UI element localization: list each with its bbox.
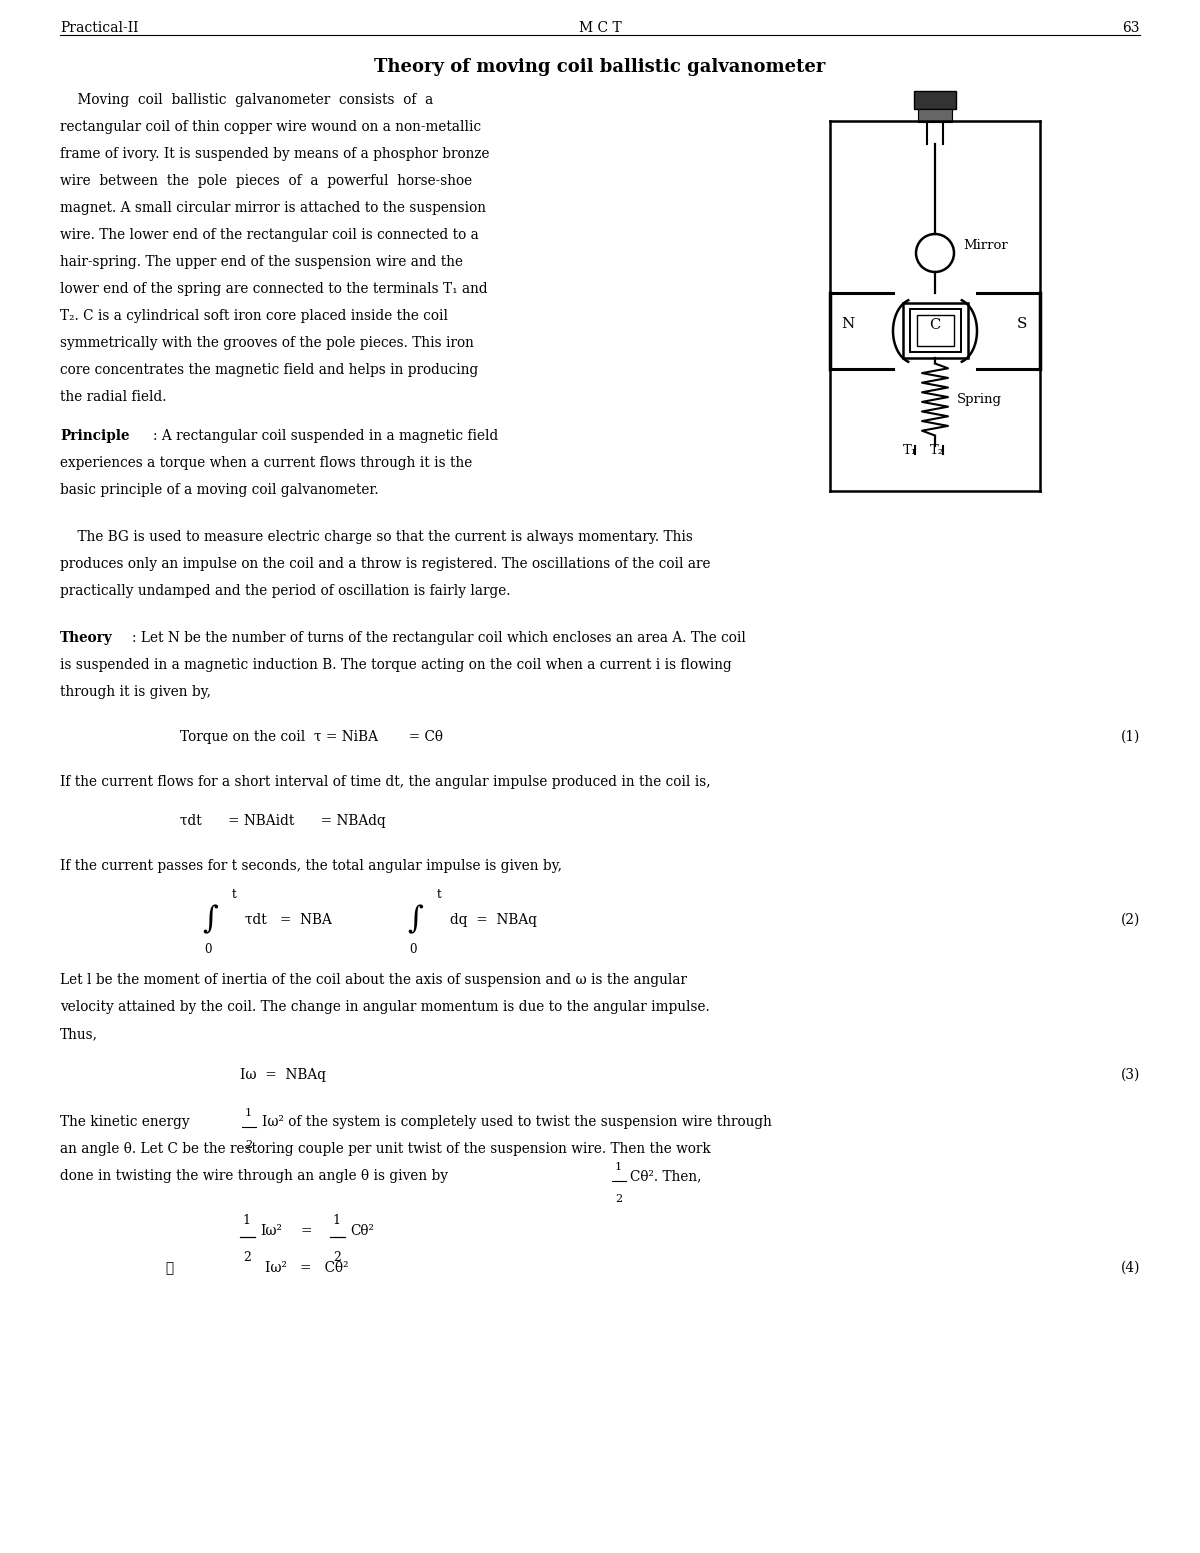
Text: wire  between  the  pole  pieces  of  a  powerful  horse-shoe: wire between the pole pieces of a powerf… [60, 174, 472, 188]
Text: Iω²: Iω² [260, 1224, 282, 1238]
Text: wire. The lower end of the rectangular coil is connected to a: wire. The lower end of the rectangular c… [60, 228, 479, 242]
Text: The kinetic energy: The kinetic energy [60, 1115, 190, 1129]
Text: t: t [437, 888, 442, 901]
Text: Iω  =  NBAq: Iω = NBAq [240, 1068, 326, 1082]
Text: T₂. C is a cylindrical soft iron core placed inside the coil: T₂. C is a cylindrical soft iron core pl… [60, 309, 448, 323]
Text: 1: 1 [614, 1162, 622, 1173]
Text: 1: 1 [245, 1107, 252, 1118]
Text: S: S [1016, 317, 1027, 331]
Text: lower end of the spring are connected to the terminals T₁ and: lower end of the spring are connected to… [60, 283, 487, 297]
Text: τdt      = NBAidt      = NBAdq: τdt = NBAidt = NBAdq [180, 814, 385, 828]
Text: (3): (3) [1121, 1068, 1140, 1082]
Text: basic principle of a moving coil galvanometer.: basic principle of a moving coil galvano… [60, 483, 379, 497]
Text: : A rectangular coil suspended in a magnetic field: : A rectangular coil suspended in a magn… [154, 429, 498, 443]
Text: C: C [929, 318, 941, 332]
Text: the radial field.: the radial field. [60, 390, 167, 404]
Text: 2: 2 [244, 1252, 252, 1264]
Text: Practical-II: Practical-II [60, 22, 138, 36]
Text: Theory: Theory [60, 631, 113, 644]
Text: Spring: Spring [958, 393, 1002, 405]
Text: experiences a torque when a current flows through it is the: experiences a torque when a current flow… [60, 457, 473, 471]
Bar [918, 109, 952, 123]
Text: hair-spring. The upper end of the suspension wire and the: hair-spring. The upper end of the suspen… [60, 255, 463, 269]
Text: 2: 2 [334, 1252, 342, 1264]
Text: ∫: ∫ [407, 904, 422, 935]
Text: (1): (1) [1121, 730, 1140, 744]
Text: frame of ivory. It is suspended by means of a phosphor bronze: frame of ivory. It is suspended by means… [60, 148, 490, 162]
Text: (4): (4) [1121, 1261, 1140, 1275]
Text: T₂: T₂ [930, 444, 944, 458]
Text: done in twisting the wire through an angle θ is given by: done in twisting the wire through an ang… [60, 1169, 448, 1183]
Text: Moving  coil  ballistic  galvanometer  consists  of  a: Moving coil ballistic galvanometer consi… [60, 93, 433, 107]
Text: If the current flows for a short interval of time dt, the angular impulse produc: If the current flows for a short interva… [60, 775, 710, 789]
Text: Principle: Principle [60, 429, 130, 443]
Text: practically undamped and the period of oscillation is fairly large.: practically undamped and the period of o… [60, 584, 510, 598]
Text: M C T: M C T [578, 22, 622, 36]
Text: 0: 0 [204, 944, 211, 957]
Text: Torque on the coil  τ = NiBA       = Cθ: Torque on the coil τ = NiBA = Cθ [180, 730, 443, 744]
Text: ∫: ∫ [202, 904, 218, 935]
Text: 2: 2 [246, 1140, 252, 1151]
Text: 1: 1 [332, 1214, 340, 1227]
Bar [914, 92, 956, 109]
Text: an angle θ. Let C be the restoring couple per unit twist of the suspension wire.: an angle θ. Let C be the restoring coupl… [60, 1141, 710, 1155]
Text: 63: 63 [1122, 22, 1140, 36]
Text: symmetrically with the grooves of the pole pieces. This iron: symmetrically with the grooves of the po… [60, 335, 474, 349]
Bar [910, 309, 960, 353]
Bar [917, 315, 954, 346]
Text: 1: 1 [242, 1214, 250, 1227]
Text: t: t [232, 888, 236, 901]
Text: core concentrates the magnetic field and helps in producing: core concentrates the magnetic field and… [60, 363, 479, 377]
Text: Cθ²: Cθ² [350, 1224, 374, 1238]
Text: τdt   =  NBA: τdt = NBA [245, 913, 332, 927]
Text: : Let N be the number of turns of the rectangular coil which encloses an area A.: : Let N be the number of turns of the re… [132, 631, 746, 644]
Text: 2: 2 [616, 1194, 623, 1204]
Text: =: = [300, 1224, 312, 1238]
Text: The BG is used to measure electric charge so that the current is always momentar: The BG is used to measure electric charg… [60, 530, 692, 544]
Text: is suspended in a magnetic induction B. The torque acting on the coil when a cur: is suspended in a magnetic induction B. … [60, 658, 732, 672]
Text: T₁: T₁ [904, 444, 917, 458]
Text: Iω² of the system is completely used to twist the suspension wire through: Iω² of the system is completely used to … [262, 1115, 772, 1129]
Text: Cθ². Then,: Cθ². Then, [630, 1169, 702, 1183]
Bar [902, 303, 967, 359]
Text: produces only an impulse on the coil and a throw is registered. The oscillations: produces only an impulse on the coil and… [60, 558, 710, 572]
Text: 0: 0 [409, 944, 416, 957]
Text: magnet. A small circular mirror is attached to the suspension: magnet. A small circular mirror is attac… [60, 200, 486, 214]
Text: Iω²   =   Cθ²: Iω² = Cθ² [265, 1261, 348, 1275]
Text: ∴: ∴ [166, 1261, 173, 1275]
Text: Thus,: Thus, [60, 1027, 98, 1041]
Text: Let l be the moment of inertia of the coil about the axis of suspension and ω is: Let l be the moment of inertia of the co… [60, 974, 686, 988]
Text: through it is given by,: through it is given by, [60, 685, 211, 699]
Text: N: N [841, 317, 854, 331]
Text: velocity attained by the coil. The change in angular momentum is due to the angu: velocity attained by the coil. The chang… [60, 1000, 709, 1014]
Text: Mirror: Mirror [962, 239, 1008, 253]
Text: Theory of moving coil ballistic galvanometer: Theory of moving coil ballistic galvanom… [374, 57, 826, 76]
Text: dq  =  NBAq: dq = NBAq [450, 913, 538, 927]
Text: If the current passes for t seconds, the total angular impulse is given by,: If the current passes for t seconds, the… [60, 859, 562, 873]
Text: (2): (2) [1121, 913, 1140, 927]
Text: rectangular coil of thin copper wire wound on a non-metallic: rectangular coil of thin copper wire wou… [60, 120, 481, 134]
